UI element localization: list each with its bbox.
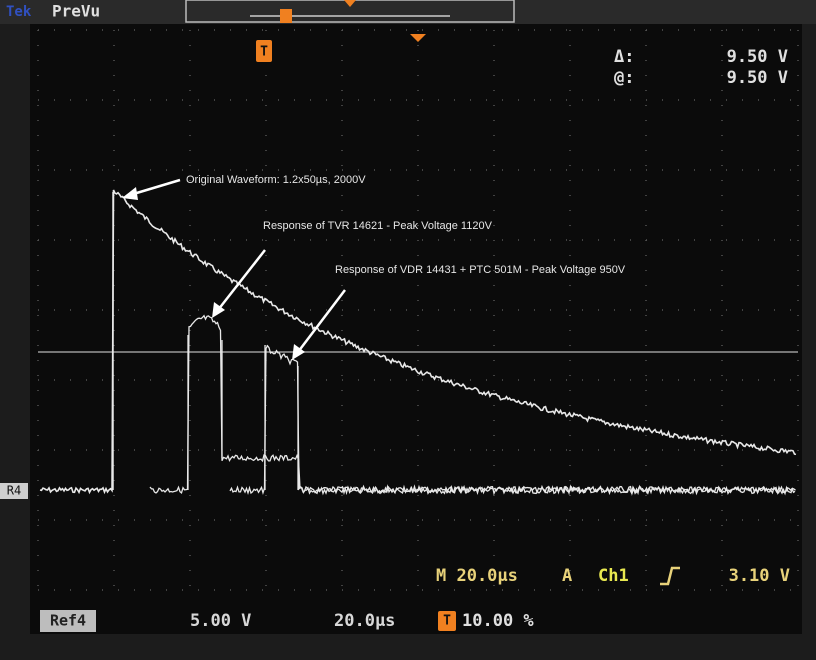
annotation: Original Waveform: 1.2x50µs, 2000V xyxy=(186,174,366,186)
brand: Tek xyxy=(6,4,32,20)
top-bar xyxy=(0,0,816,24)
at-value: 9.50 V xyxy=(727,68,788,88)
mode: PreVu xyxy=(52,2,100,21)
ref-label: Ref4 xyxy=(50,612,86,630)
ref-scale: 5.00 V xyxy=(190,611,251,631)
ref-time: 20.0µs xyxy=(334,611,395,631)
ref-marker: R4 xyxy=(7,484,21,498)
trigger-icon-top xyxy=(280,9,292,23)
trigger-mode: A xyxy=(562,566,572,586)
trigger-label: T xyxy=(260,45,268,60)
at-label: @: xyxy=(614,68,634,88)
display xyxy=(30,24,802,634)
trigger-level: 3.10 V xyxy=(729,566,790,586)
annotation: Response of TVR 14621 - Peak Voltage 112… xyxy=(263,220,493,232)
delta-label: Δ: xyxy=(614,47,634,67)
trigger-pos: 10.00 % xyxy=(462,611,534,631)
annotation: Response of VDR 14431 + PTC 501M - Peak … xyxy=(335,264,626,276)
delta-value: 9.50 V xyxy=(727,47,788,67)
oscilloscope-screen: Tek PreVu T Δ: 9.50 V @: 9.50 V Original… xyxy=(0,0,816,660)
timebase: M 20.0µs xyxy=(436,566,518,586)
trigger-source: Ch1 xyxy=(598,566,629,586)
trigger-pos-marker: T xyxy=(443,614,451,629)
